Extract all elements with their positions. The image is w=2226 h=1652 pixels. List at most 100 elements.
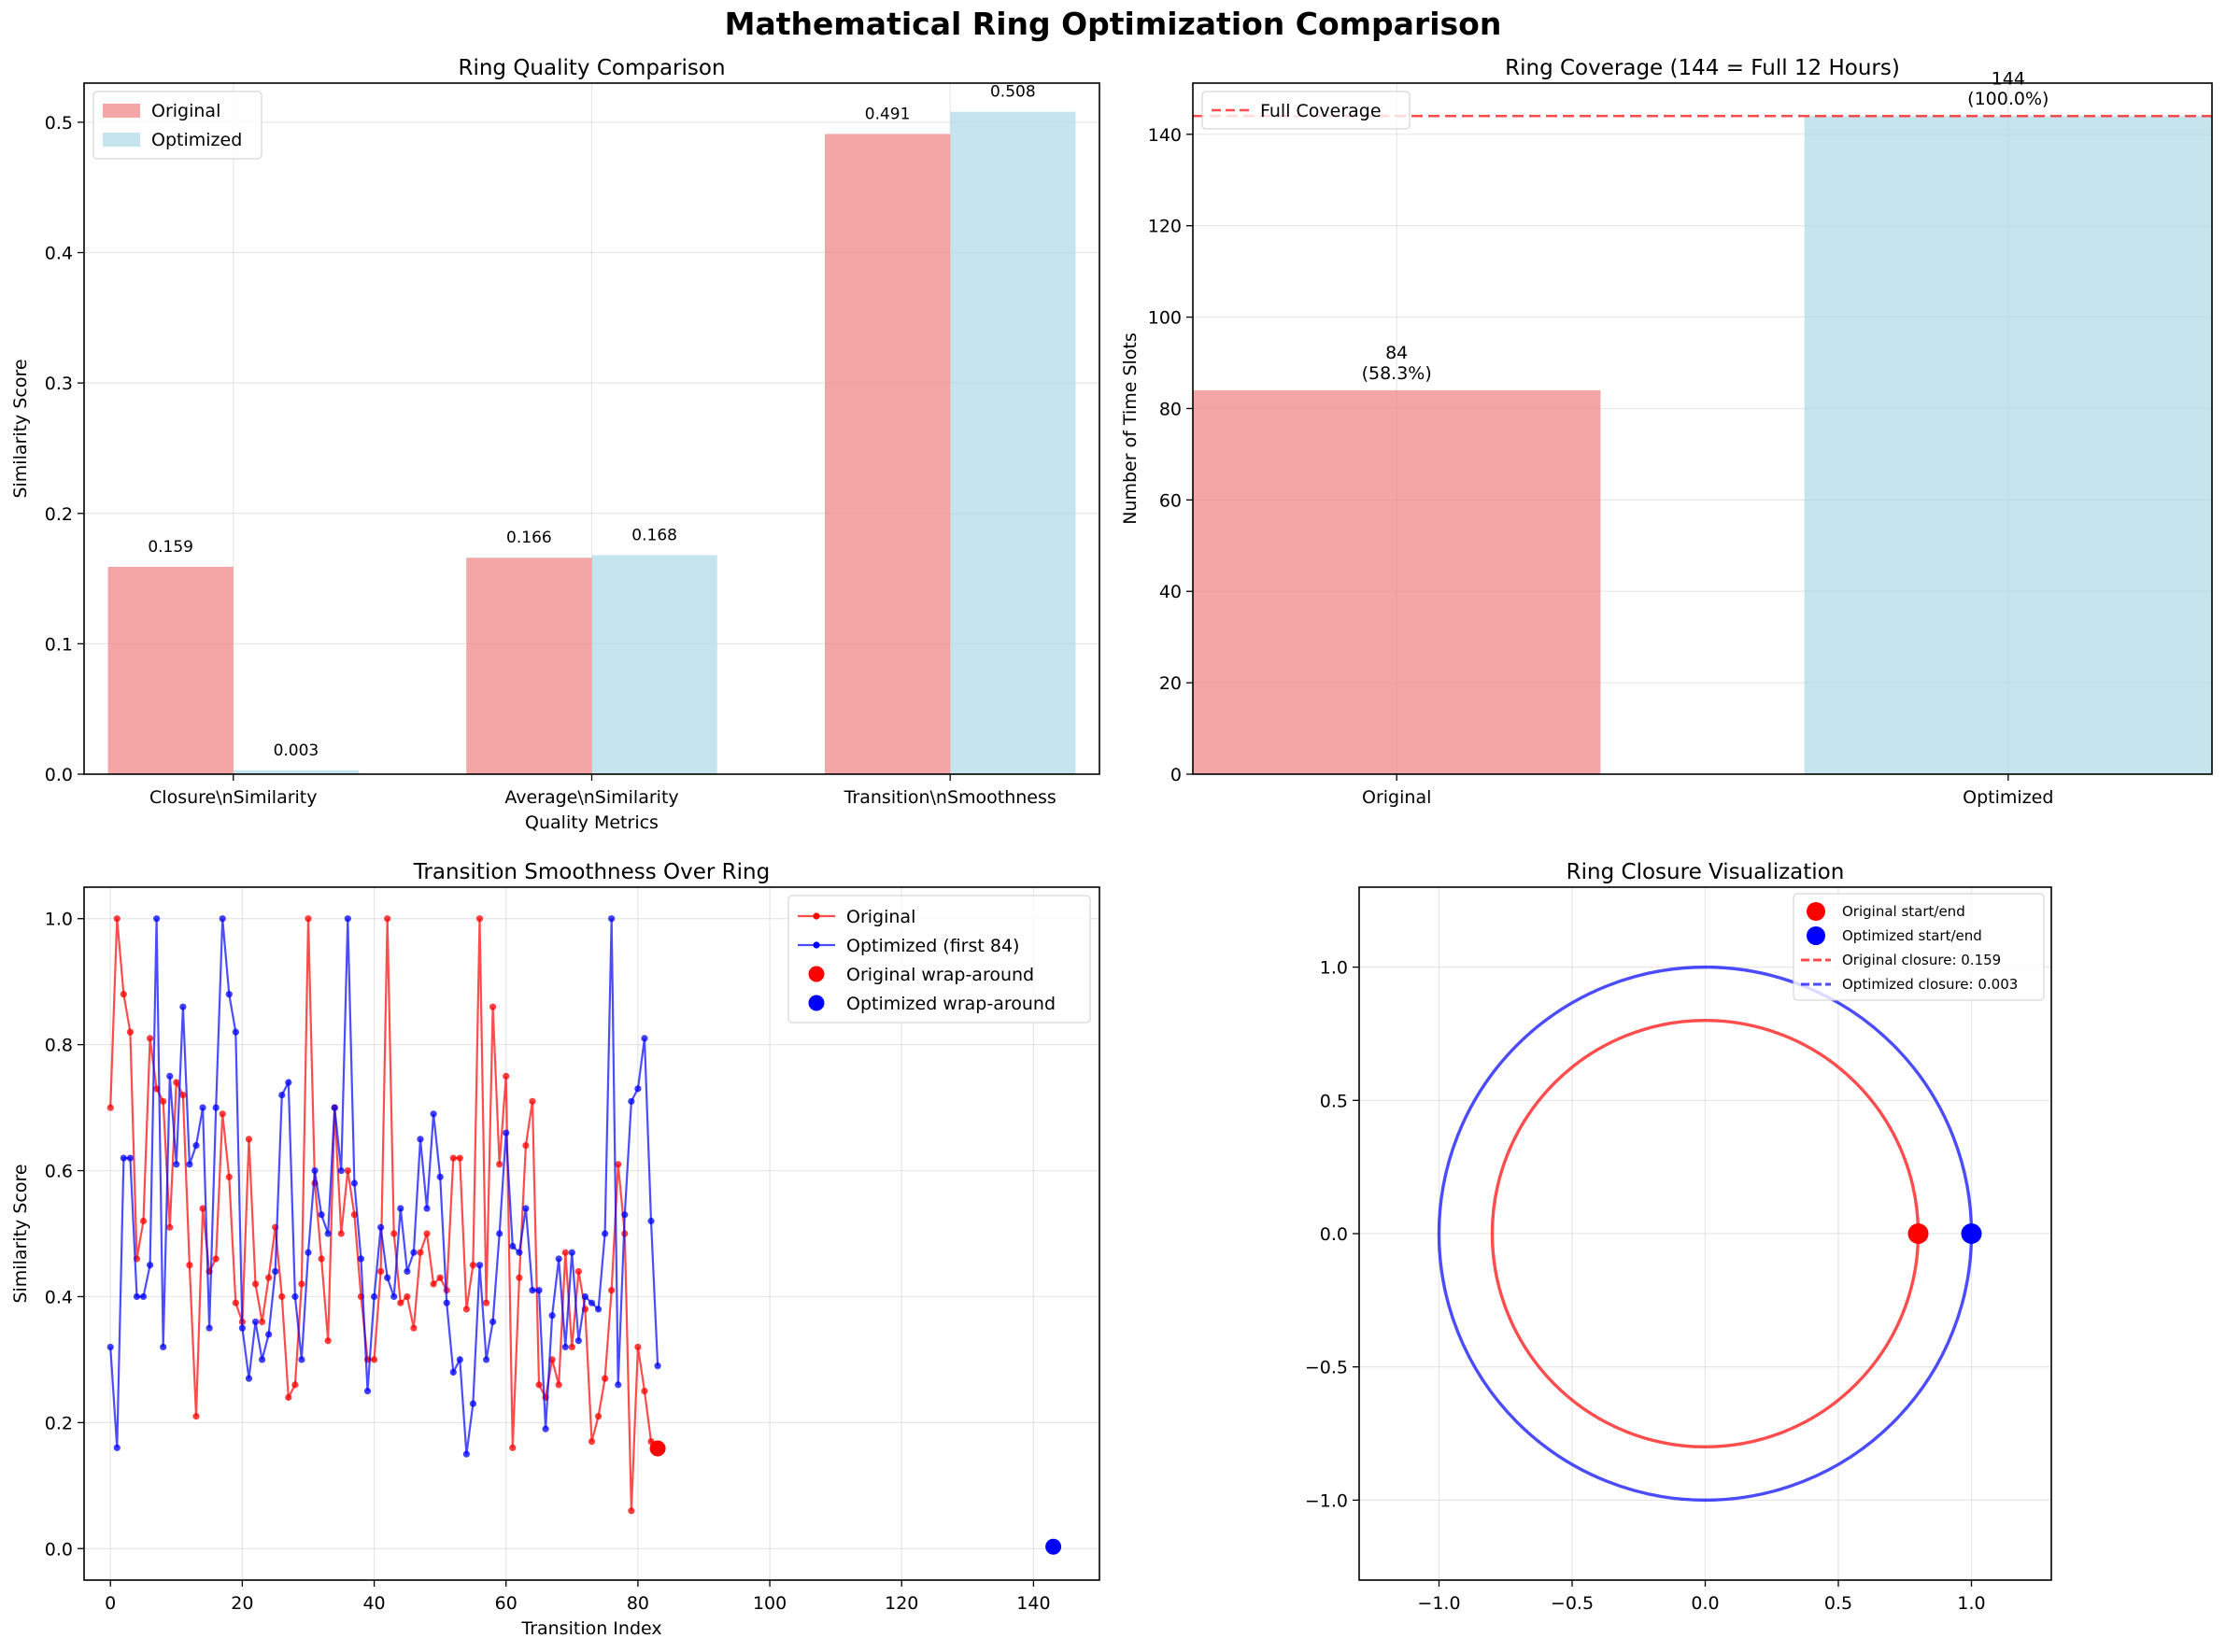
data-point-optimized (542, 1425, 549, 1433)
data-point-original (225, 1173, 233, 1180)
ytick-label: 80 (1159, 399, 1182, 419)
data-point-optimized (581, 1292, 589, 1301)
data-point-original (529, 1097, 536, 1105)
data-point-original (555, 1381, 562, 1389)
data-point-original (285, 1393, 292, 1401)
data-point-optimized (509, 1242, 517, 1250)
data-point-original (232, 1299, 239, 1306)
data-point-optimized (430, 1110, 437, 1118)
data-point-optimized (588, 1299, 596, 1306)
series-line-optimized (109, 918, 659, 1455)
data-point-optimized (272, 1267, 279, 1276)
data-point-original (522, 1141, 530, 1150)
xtick-label: Closure\nSimilarity (149, 787, 317, 808)
data-point-original (318, 1255, 325, 1263)
bar-original (107, 567, 234, 774)
x-axis-label: Quality Metrics (525, 812, 659, 833)
data-point-optimized (298, 1356, 305, 1363)
data-point-optimized (337, 1166, 345, 1175)
legend-label: Original start/end (1842, 903, 1965, 920)
legend-box (1201, 91, 1411, 130)
data-point-optimized (568, 1249, 575, 1256)
data-point-original (106, 1104, 114, 1111)
series-line-original (109, 918, 659, 1511)
ytick-label: 0.1 (45, 634, 73, 655)
data-point-optimized (232, 1028, 239, 1036)
legend: Original start/end Optimized start/end Ori… (1793, 893, 2045, 1001)
ytick-label: 0.0 (45, 1539, 73, 1560)
bar-value-label: 144 (100.0%) (1967, 68, 2049, 109)
data-point-original (594, 1413, 603, 1420)
subplot-3: 0.0 0.2 0.4 0.6 0.8 1.0 0 20 40 60 80 100 120 140 Tran… (10, 860, 1100, 1639)
original-wrap-around-point (649, 1440, 666, 1457)
data-point-optimized (212, 1104, 220, 1111)
xtick-label: 120 (885, 1593, 918, 1614)
bar-value-label: 0.168 (631, 526, 677, 544)
ytick-label: 0.5 (1320, 1091, 1348, 1111)
data-point-original (265, 1274, 273, 1281)
ytick-label: 0.0 (45, 765, 73, 785)
legend-label: Original (151, 101, 220, 121)
ytick-label: 1.0 (45, 910, 73, 930)
xtick-label: 1.0 (1957, 1593, 1985, 1614)
data-point-original (489, 1003, 497, 1010)
xtick-label: 100 (753, 1593, 787, 1614)
data-point-original (456, 1154, 463, 1162)
data-point-optimized (634, 1085, 642, 1093)
data-point-optimized (503, 1129, 510, 1137)
data-point-original (179, 1092, 187, 1099)
legend: Full Coverage (1201, 91, 1411, 130)
data-point-optimized (305, 1249, 312, 1256)
legend-swatch-marker (808, 995, 825, 1011)
ytick-label: 0.8 (45, 1036, 73, 1056)
data-point-original (602, 1375, 609, 1382)
legend-swatch-marker (1807, 902, 1825, 921)
ytick-label: 1.0 (1320, 958, 1348, 979)
data-point-original (509, 1444, 517, 1451)
data-point-optimized (357, 1255, 365, 1263)
data-point-optimized (265, 1331, 273, 1338)
data-point-optimized (561, 1343, 569, 1351)
data-point-optimized (179, 1003, 187, 1010)
subplot-title: Ring Closure Visualization (1567, 860, 1845, 884)
xtick-label: 60 (495, 1593, 518, 1614)
data-point-original (410, 1324, 418, 1332)
data-point-original (436, 1274, 444, 1281)
legend: Original Optimized (first 84) Original wra… (787, 895, 1091, 1024)
data-point-original (344, 1166, 351, 1175)
legend-label: Optimized (first 84) (846, 936, 1019, 956)
legend-label: Original wrap-around (846, 965, 1034, 985)
ytick-label: 0.2 (45, 1413, 73, 1433)
data-point-optimized (417, 1136, 424, 1143)
data-point-optimized (654, 1363, 661, 1370)
optimized-wrap-around-point (1045, 1538, 1062, 1555)
data-point-optimized (238, 1324, 247, 1332)
data-point-original (377, 1267, 385, 1276)
legend-swatch-marker (808, 966, 825, 982)
axes-frame (1192, 82, 2213, 775)
data-point-original (430, 1280, 437, 1288)
ytick-label: 0 (1170, 765, 1182, 785)
bar-optimized (1804, 116, 2212, 774)
data-point-optimized (120, 1154, 127, 1162)
data-point-optimized (529, 1287, 536, 1294)
data-point-original (390, 1230, 398, 1237)
data-point-original (641, 1388, 648, 1395)
xtick-label: Optimized (1963, 787, 2053, 808)
data-point-optimized (574, 1337, 582, 1345)
legend-label: Optimized (151, 130, 242, 150)
data-point-original (219, 1110, 226, 1118)
legend-swatch-original (103, 104, 140, 118)
data-point-original (199, 1205, 206, 1212)
xtick-label: 0 (105, 1593, 116, 1614)
data-point-original (173, 1079, 180, 1086)
data-point-optimized (641, 1035, 648, 1042)
data-point-optimized (199, 1104, 206, 1111)
axes-frame (83, 82, 1100, 775)
y-axis-label: Number of Time Slots (1120, 332, 1141, 525)
data-point-original (568, 1343, 575, 1351)
bar-optimized (950, 111, 1076, 774)
data-point-original (482, 1299, 490, 1306)
data-point-original (469, 1262, 477, 1269)
